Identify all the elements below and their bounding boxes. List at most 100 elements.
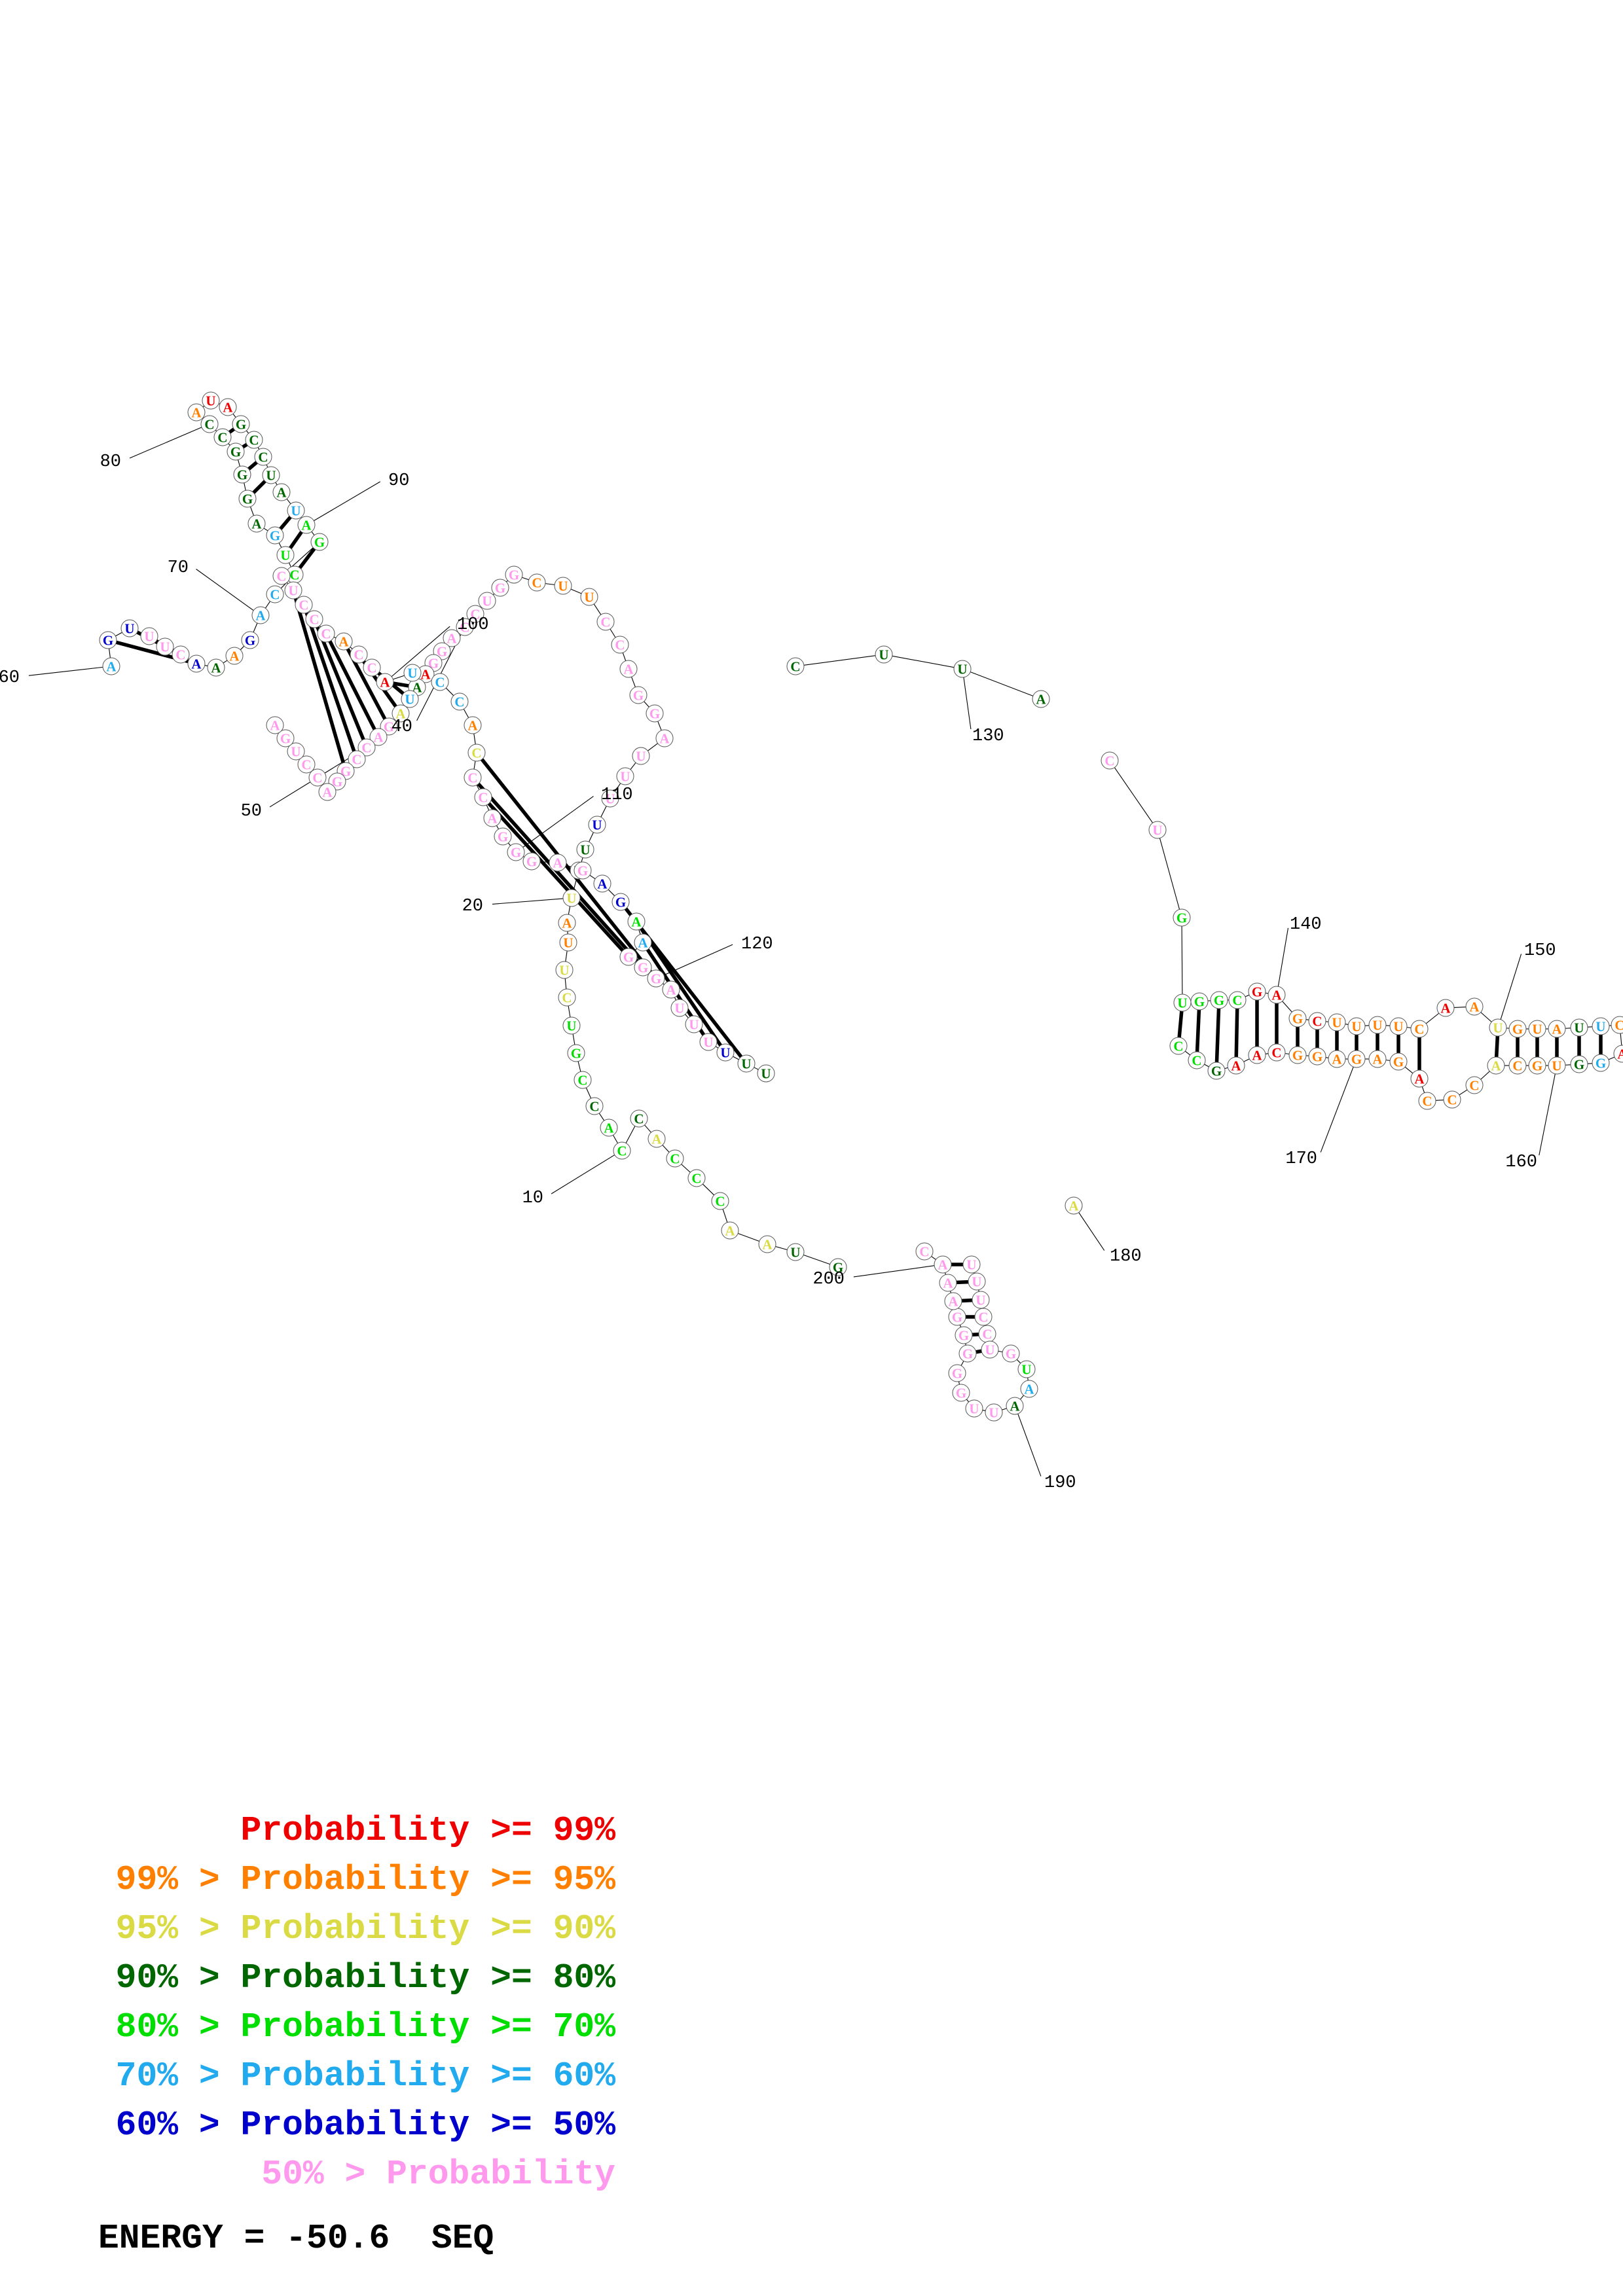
nucleotide-61[interactable]: G: [99, 631, 117, 649]
nucleotide-67[interactable]: A: [207, 658, 225, 677]
nucleotide-128[interactable]: C: [786, 657, 805, 675]
nucleotide-189[interactable]: A: [1020, 1380, 1038, 1398]
nucleotide-179[interactable]: C: [1169, 1037, 1188, 1055]
nucleotide-4[interactable]: A: [721, 1221, 739, 1240]
nucleotide-32[interactable]: C: [596, 613, 615, 631]
nucleotide-122[interactable]: U: [670, 999, 689, 1017]
nucleotide-135[interactable]: U: [1173, 994, 1192, 1012]
nucleotide-136[interactable]: G: [1190, 992, 1209, 1011]
nucleotide-55[interactable]: C: [308, 768, 327, 787]
nucleotide-91[interactable]: G: [310, 533, 329, 551]
nucleotide-98[interactable]: C: [350, 645, 368, 664]
nucleotide-132[interactable]: C: [1101, 751, 1119, 770]
nucleotide-195[interactable]: G: [958, 1344, 977, 1363]
nucleotide-133[interactable]: U: [1148, 821, 1167, 839]
nucleotide-131[interactable]: A: [1032, 690, 1050, 708]
nucleotide-188[interactable]: U: [1017, 1360, 1036, 1378]
nucleotide-10[interactable]: C: [613, 1141, 631, 1160]
nucleotide-40[interactable]: C: [456, 618, 474, 636]
nucleotide-36[interactable]: G: [505, 565, 523, 584]
nucleotide-34[interactable]: U: [554, 577, 572, 595]
nucleotide-19[interactable]: A: [558, 914, 576, 932]
nucleotide-137[interactable]: G: [1210, 991, 1228, 1009]
nucleotide-170[interactable]: G: [1347, 1050, 1366, 1068]
nucleotide-120[interactable]: G: [647, 969, 665, 988]
nucleotide-194[interactable]: G: [948, 1364, 966, 1382]
nucleotide-68[interactable]: A: [225, 647, 244, 665]
nucleotide-8[interactable]: A: [647, 1130, 666, 1148]
nucleotide-70[interactable]: A: [251, 606, 270, 624]
nucleotide-75[interactable]: A: [247, 514, 266, 533]
nucleotide-13[interactable]: C: [574, 1071, 592, 1089]
nucleotide-72[interactable]: C: [285, 565, 304, 584]
nucleotide-150[interactable]: U: [1489, 1018, 1507, 1037]
nucleotide-30[interactable]: A: [619, 660, 638, 678]
nucleotide-27[interactable]: A: [655, 729, 674, 747]
nucleotide-174[interactable]: C: [1267, 1043, 1286, 1062]
nucleotide-29[interactable]: G: [629, 686, 647, 704]
nucleotide-84[interactable]: G: [232, 415, 250, 433]
nucleotide-169[interactable]: A: [1368, 1050, 1387, 1068]
nucleotide-56[interactable]: C: [297, 755, 316, 774]
nucleotide-6[interactable]: C: [687, 1169, 706, 1187]
nucleotide-102[interactable]: C: [431, 673, 449, 691]
nucleotide-161[interactable]: G: [1528, 1056, 1546, 1075]
nucleotide-7[interactable]: C: [666, 1149, 684, 1168]
nucleotide-145[interactable]: U: [1368, 1016, 1387, 1034]
nucleotide-164[interactable]: C: [1465, 1076, 1484, 1094]
nucleotide-130[interactable]: U: [953, 660, 972, 678]
nucleotide-79[interactable]: C: [213, 428, 232, 446]
nucleotide-117[interactable]: A: [634, 933, 652, 952]
nucleotide-90[interactable]: A: [297, 516, 316, 534]
nucleotide-191[interactable]: U: [985, 1403, 1003, 1422]
nucleotide-26[interactable]: U: [632, 747, 650, 765]
nucleotide-87[interactable]: U: [262, 466, 280, 484]
nucleotide-47[interactable]: A: [392, 704, 410, 723]
nucleotide-105[interactable]: C: [467, 744, 486, 762]
nucleotide-66[interactable]: A: [187, 655, 206, 673]
nucleotide-83[interactable]: A: [219, 398, 237, 416]
nucleotide-144[interactable]: U: [1347, 1017, 1366, 1035]
nucleotide-59[interactable]: A: [266, 716, 284, 734]
nucleotide-157[interactable]: A: [1613, 1045, 1623, 1063]
nucleotide-127[interactable]: U: [757, 1064, 775, 1083]
nucleotide-110[interactable]: G: [507, 843, 525, 861]
nucleotide-182[interactable]: U: [968, 1272, 986, 1291]
nucleotide-77[interactable]: G: [233, 465, 251, 484]
nucleotide-20[interactable]: U: [562, 889, 581, 907]
nucleotide-176[interactable]: A: [1227, 1056, 1245, 1075]
nucleotide-35[interactable]: C: [528, 573, 546, 592]
nucleotide-92[interactable]: C: [272, 567, 291, 585]
nucleotide-17[interactable]: U: [555, 961, 574, 979]
nucleotide-181[interactable]: U: [962, 1255, 981, 1274]
nucleotide-88[interactable]: A: [272, 483, 291, 501]
nucleotide-24[interactable]: U: [601, 789, 619, 808]
nucleotide-22[interactable]: U: [576, 840, 594, 859]
nucleotide-125[interactable]: U: [716, 1043, 735, 1062]
nucleotide-33[interactable]: U: [580, 588, 598, 606]
nucleotide-86[interactable]: C: [254, 448, 272, 466]
nucleotide-51[interactable]: C: [348, 750, 366, 768]
nucleotide-80[interactable]: C: [200, 415, 219, 433]
nucleotide-25[interactable]: U: [616, 767, 634, 785]
nucleotide-12[interactable]: C: [585, 1097, 604, 1115]
nucleotide-112[interactable]: A: [549, 853, 567, 872]
nucleotide-178[interactable]: C: [1188, 1051, 1206, 1069]
nucleotide-118[interactable]: G: [619, 948, 638, 966]
nucleotide-185[interactable]: C: [978, 1325, 996, 1343]
nucleotide-190[interactable]: A: [1006, 1397, 1024, 1415]
nucleotide-116[interactable]: A: [627, 912, 646, 931]
nucleotide-103[interactable]: C: [450, 692, 469, 711]
nucleotide-85[interactable]: C: [245, 431, 263, 449]
nucleotide-201[interactable]: C: [915, 1242, 934, 1261]
nucleotide-39[interactable]: C: [466, 605, 484, 623]
nucleotide-11[interactable]: A: [600, 1119, 618, 1137]
nucleotide-99[interactable]: C: [363, 658, 381, 677]
nucleotide-148[interactable]: A: [1436, 999, 1455, 1017]
nucleotide-197[interactable]: G: [948, 1308, 966, 1326]
nucleotide-64[interactable]: U: [156, 637, 174, 656]
nucleotide-37[interactable]: G: [491, 579, 509, 597]
nucleotide-54[interactable]: A: [318, 783, 337, 801]
nucleotide-115[interactable]: G: [611, 893, 630, 911]
nucleotide-53[interactable]: G: [328, 772, 346, 791]
